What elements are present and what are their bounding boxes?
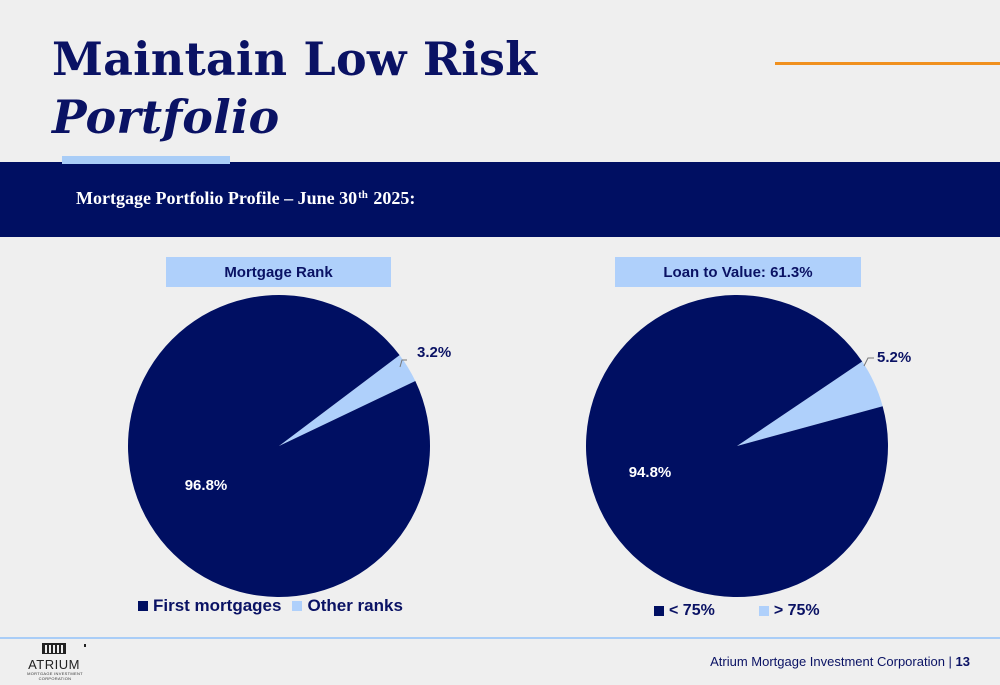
pie-slice-75: [737, 361, 883, 446]
legend-item-other-ranks: Other ranks: [292, 596, 403, 616]
chart-1-title: Mortgage Rank: [166, 257, 391, 287]
orange-accent-rule: [775, 62, 1000, 65]
logo-subtitle: MORTGAGE INVESTMENT CORPORATION: [27, 671, 83, 681]
legend-swatch-navy: [138, 601, 148, 611]
section-heading: Mortgage Portfolio Profile – June 30th 2…: [76, 188, 415, 209]
accent-tab: [62, 156, 230, 164]
page-number: 13: [955, 654, 970, 669]
footer-company: Atrium Mortgage Investment Corporation: [710, 654, 945, 669]
label-leader-line: [399, 359, 407, 368]
chart-2-legend: < 75% > 75%: [654, 602, 820, 620]
logo-mark-dot: [84, 644, 86, 647]
data-label-small: 3.2%: [417, 344, 451, 361]
label-leader-line: [863, 357, 874, 367]
pie-chart-loan-to-value: 94.8% 5.2%: [586, 295, 911, 597]
data-label-small: 5.2%: [877, 349, 911, 366]
legend-item-over-75: > 75%: [758, 602, 820, 620]
pie-chart-mortgage-rank: 96.8% 3.2%: [127, 294, 451, 597]
section-heading-sup: th: [358, 189, 368, 201]
footer: Atrium Mortgage Investment Corporation |…: [710, 654, 970, 669]
legend-item-first-mortgages: First mortgages: [138, 596, 281, 616]
slide-title: Maintain Low Risk Portfolio: [52, 30, 537, 146]
data-label-main: 96.8%: [185, 477, 228, 494]
chart-1-legend: First mortgages Other ranks: [138, 596, 403, 616]
logo-wordmark: ATRIUM: [28, 657, 80, 672]
footer-separator: |: [944, 654, 956, 669]
building-icon: [42, 643, 66, 654]
legend-swatch-navy: [654, 606, 664, 616]
pie-slice-75: [586, 295, 888, 597]
legend-label: < 75%: [669, 602, 715, 619]
section-band: [0, 162, 1000, 237]
pie-slice-first-mortgages: [127, 294, 430, 597]
legend-label: First mortgages: [153, 596, 282, 615]
title-line-2: Portfolio: [52, 90, 280, 144]
atrium-logo: ATRIUM MORTGAGE INVESTMENT CORPORATION: [22, 643, 90, 681]
legend-item-under-75: < 75%: [654, 602, 715, 620]
footer-rule: [0, 637, 1000, 639]
legend-swatch-light: [292, 601, 303, 611]
title-line-1: Maintain Low Risk: [52, 32, 538, 86]
data-label-main: 94.8%: [629, 464, 672, 481]
chart-2-title: Loan to Value: 61.3%: [615, 257, 861, 287]
legend-label: Other ranks: [307, 596, 403, 615]
section-heading-post: 2025:: [368, 188, 416, 208]
pie-slice-other-ranks: [279, 355, 416, 446]
legend-label: > 75%: [773, 602, 820, 619]
legend-swatch-light: [758, 606, 769, 616]
section-heading-pre: Mortgage Portfolio Profile – June 30: [76, 188, 358, 208]
